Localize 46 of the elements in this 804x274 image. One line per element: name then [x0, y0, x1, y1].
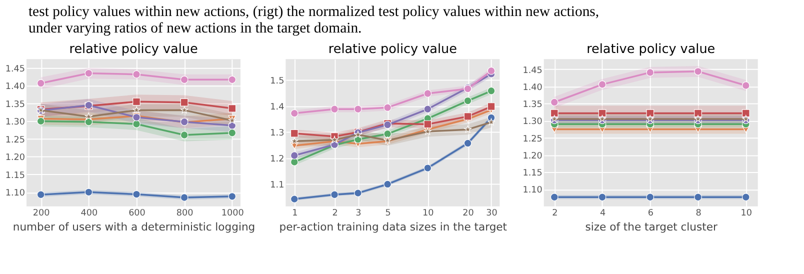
- x-tick-label: 20: [462, 208, 474, 219]
- x-axis-title: per-action training data sizes in the target: [279, 220, 508, 234]
- y-tick-label: 1.20: [5, 153, 26, 164]
- y-tick-label: 1.3: [270, 128, 284, 139]
- y-tick-label: 1.40: [5, 82, 26, 92]
- x-tick-label: 400: [80, 208, 98, 219]
- x-tick-label: 3: [356, 208, 362, 219]
- y-tick-label: 1.25: [5, 135, 26, 146]
- chart-title: relative policy value: [328, 42, 458, 58]
- y-tick-label: 1.5: [270, 76, 284, 86]
- x-tick-label: 200: [32, 208, 50, 219]
- y-tick-label: 1.30: [522, 117, 543, 128]
- x-tick-label: 30: [486, 208, 498, 219]
- x-tick-label: 800: [176, 208, 194, 219]
- x-tick-label: 600: [128, 208, 146, 219]
- text: under varying ratios of new actions in the target domain.: [28, 20, 362, 37]
- x-tick-label: 5: [385, 208, 391, 219]
- y-tick-label: 1.10: [522, 186, 543, 196]
- y-tick-label: 1.35: [522, 100, 542, 110]
- y-tick-label: 1.2: [270, 154, 284, 165]
- x-tick-label: 2: [332, 208, 338, 219]
- x-tick-label: 6: [648, 208, 654, 219]
- y-tick-label: 1.25: [522, 134, 542, 144]
- text: test policy values within new actions, (rigt) the normalized test policy values within new actions,: [28, 4, 600, 20]
- y-tick-label: 1.15: [5, 170, 26, 181]
- y-tick-label: 1.45: [522, 66, 542, 76]
- x-tick-label: 10: [740, 208, 752, 219]
- y-tick-label: 1.40: [522, 82, 543, 93]
- y-tick-label: 1.1: [270, 180, 284, 191]
- y-tick-label: 1.4: [270, 102, 285, 112]
- x-tick-label: 2: [552, 208, 558, 219]
- x-tick-label: 8: [696, 208, 702, 219]
- chart-title: relative policy value: [69, 42, 198, 58]
- y-tick-label: 1.10: [5, 188, 26, 199]
- x-tick-label: 1000: [221, 208, 244, 219]
- y-tick-label: 1.45: [5, 64, 26, 74]
- x-tick-label: 1: [292, 208, 298, 219]
- x-tick-label: 4: [600, 208, 606, 219]
- y-tick-label: 1.15: [522, 168, 542, 179]
- chart-title: relative policy value: [586, 42, 716, 58]
- x-axis-title: size of the target cluster: [585, 220, 718, 234]
- x-axis-title: number of users with a deterministic logging: [12, 220, 256, 234]
- y-tick-label: 1.30: [5, 118, 26, 128]
- y-tick-label: 1.35: [5, 100, 26, 110]
- y-tick-label: 1.20: [522, 151, 543, 162]
- x-tick-label: 10: [422, 208, 434, 219]
